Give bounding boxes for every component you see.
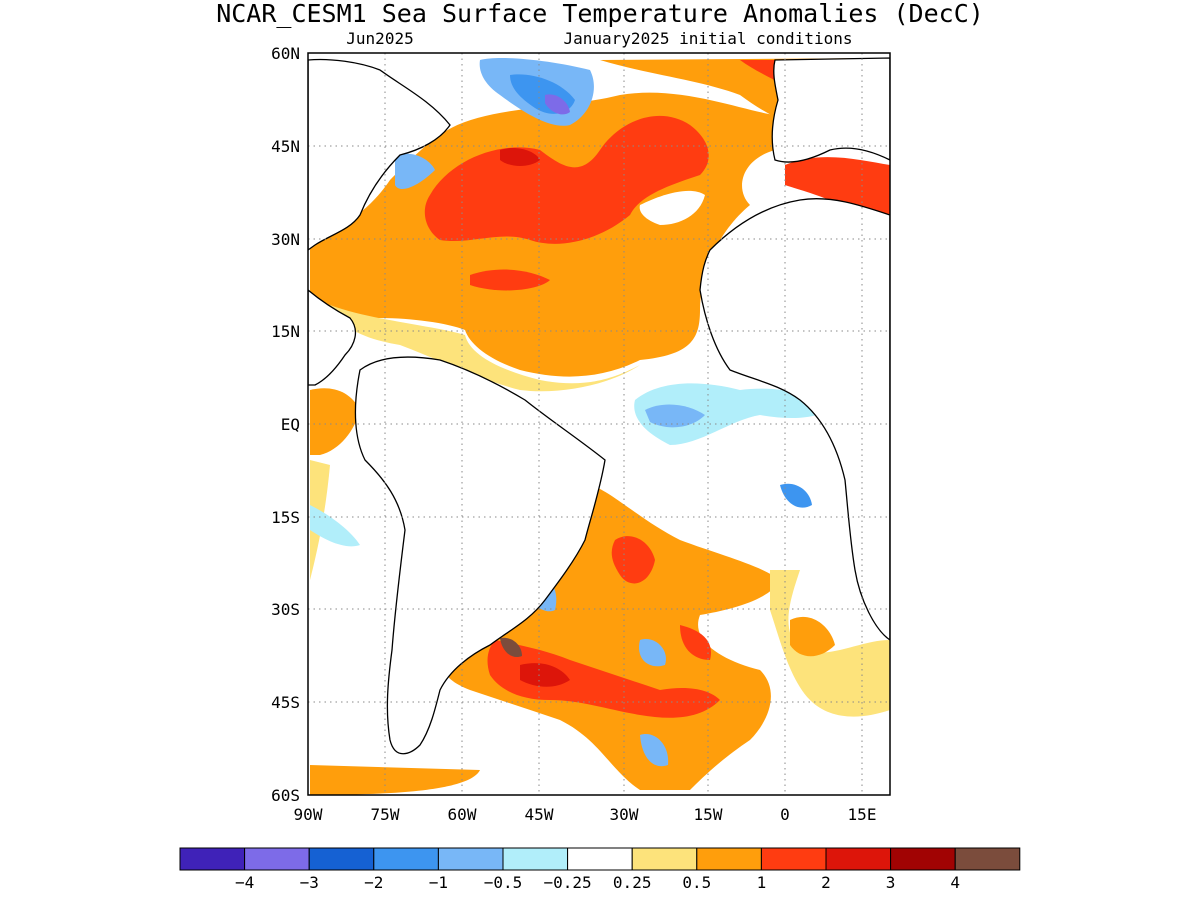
lat-label-1: 45N [271,137,300,156]
lon-label-2: 60W [448,805,477,824]
colorbar-label: 1 [757,873,767,892]
colorbar-swatch [954,847,1021,871]
colorbar-swatch [890,847,956,871]
colorbar-swatch [244,847,310,871]
colorbar-label: 4 [950,873,960,892]
map-plot-area [308,53,890,795]
colorbar-swatch [308,847,375,871]
colorbar-swatch [179,847,246,871]
lon-label-1: 75W [371,805,400,824]
lat-label-7: 45S [271,693,300,712]
central-america-coast [308,289,357,386]
lon-label-0: 90W [294,805,323,824]
lat-label-8: 60S [271,786,300,805]
lat-label-2: 30N [271,230,300,249]
lat-label-6: 30S [271,600,300,619]
south-america-coast [354,356,606,755]
map-subtitle-right: January2025 initial conditions [564,29,853,48]
colorbar-swatch [631,847,698,871]
colorbar-swatch [760,847,827,871]
colorbar-label: 0.25 [613,873,652,892]
colorbar-label: 3 [886,873,896,892]
lat-label-5: 15S [271,508,300,527]
europe-coast [771,57,890,163]
map-subtitle-left: Jun2025 [346,29,413,48]
colorbar-label: −4 [235,873,254,892]
map-title: NCAR_CESM1 Sea Surface Temperature Anoma… [216,0,984,28]
colorbar-swatch [437,847,504,871]
lon-axis: 90W 75W 60W 45W 30W 15W 0 15E [294,805,877,824]
anomaly-fields [310,58,890,795]
colorbar-label: −0.25 [544,873,592,892]
colorbar-swatch [696,847,762,871]
colorbar-label: 2 [821,873,831,892]
lat-label-0: 60N [271,44,300,63]
colorbar-swatch [567,847,633,871]
colorbar-label: −1 [429,873,448,892]
map-frame [307,52,891,796]
lat-label-3: 15N [271,322,300,341]
lon-label-4: 30W [610,805,639,824]
lon-label-3: 45W [525,805,554,824]
colorbar-swatch [825,847,892,871]
lon-label-6: 0 [780,805,790,824]
africa-coast [699,198,890,641]
lat-label-4: EQ [281,415,300,434]
coastlines [308,57,890,755]
lon-label-7: 15E [848,805,877,824]
colorbar-label: −3 [300,873,319,892]
north-america-coast [308,58,451,251]
colorbar: −4 −3 −2 −1 −0.5 −0.25 0.25 0.5 1 2 3 4 [179,847,1021,892]
colorbar-swatch [502,847,569,871]
grid-lines [308,53,890,795]
lat-axis: 60N 45N 30N 15N EQ 15S 30S 45S 60S [271,44,300,805]
colorbar-label: 0.5 [682,873,711,892]
lon-label-5: 15W [694,805,723,824]
colorbar-label: −2 [364,873,383,892]
colorbar-swatch [373,847,439,871]
colorbar-label: −0.5 [484,873,523,892]
